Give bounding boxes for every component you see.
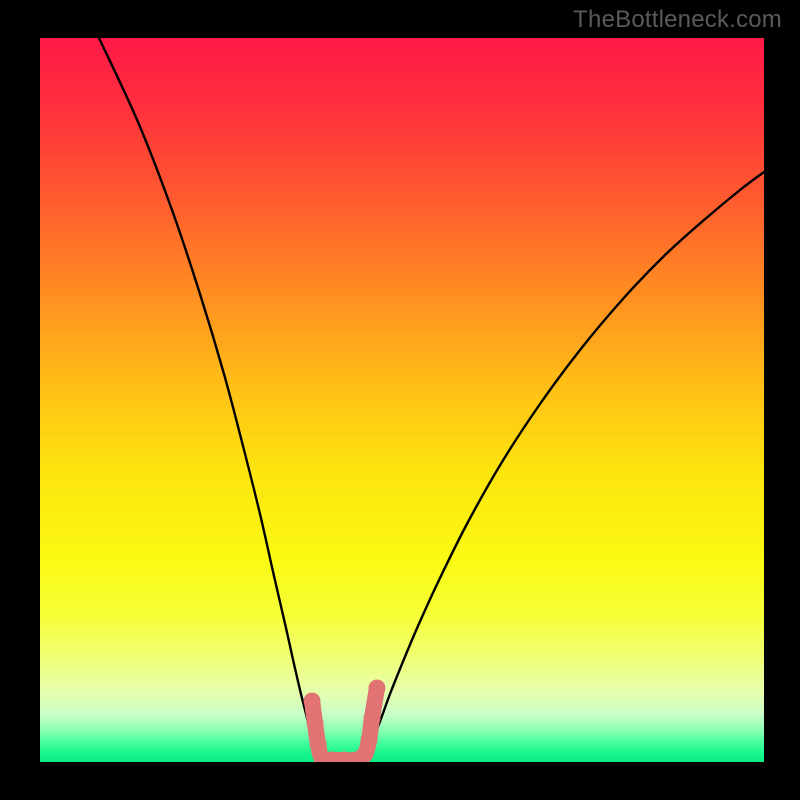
chart-svg — [40, 38, 764, 762]
marker-dot — [369, 680, 386, 697]
chart-container: TheBottleneck.com — [0, 0, 800, 800]
marker-dot — [364, 710, 381, 727]
plot-area — [40, 38, 764, 762]
watermark-text: TheBottleneck.com — [573, 6, 782, 34]
marker-dot — [361, 732, 378, 749]
marker-dot — [304, 693, 321, 710]
marker-dot — [307, 715, 324, 732]
